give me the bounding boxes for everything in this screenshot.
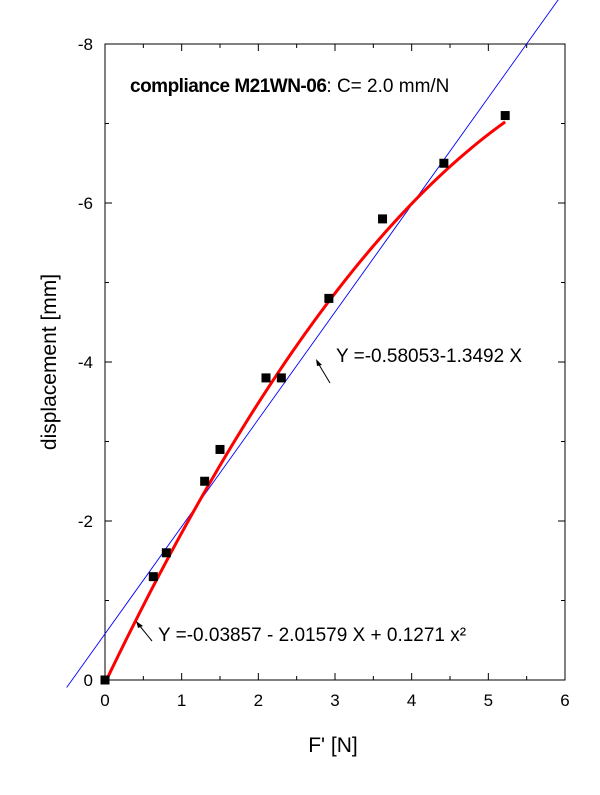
quadratic-fit-curve bbox=[103, 120, 507, 684]
x-tick-label: 4 bbox=[407, 691, 416, 710]
data-point bbox=[215, 444, 225, 454]
data-point bbox=[200, 476, 210, 486]
quadratic-fit-arrow bbox=[138, 624, 153, 642]
axes: 0 1 2 3 4 5 6 0 -2 -4 -6 -8 bbox=[78, 35, 570, 710]
data-point bbox=[261, 373, 271, 383]
data-point bbox=[439, 158, 449, 168]
linear-fit-arrowhead bbox=[316, 359, 322, 366]
chart-title-rest: : C= 2.0 mm/N bbox=[326, 76, 449, 97]
y-tick-label: -4 bbox=[78, 353, 93, 372]
x-axis-label: F' [N] bbox=[308, 734, 358, 757]
fit-lines bbox=[66, 0, 559, 688]
y-tick-label: -8 bbox=[78, 35, 93, 54]
linear-fit-line bbox=[66, 0, 559, 688]
x-tick-label: 0 bbox=[100, 691, 109, 710]
y-axis-label: displacement [mm] bbox=[38, 274, 61, 450]
data-points bbox=[100, 111, 510, 685]
x-tick-label: 2 bbox=[254, 691, 263, 710]
data-point bbox=[500, 111, 510, 121]
y-tick-label: -2 bbox=[78, 512, 93, 531]
linear-fit-arrow bbox=[317, 362, 331, 384]
chart-title-bold: compliance M21WN-06 bbox=[130, 76, 326, 97]
data-point bbox=[100, 675, 110, 685]
chart-title: compliance M21WN-06: C= 2.0 mm/N bbox=[130, 76, 449, 97]
y-tick-label: -6 bbox=[78, 194, 93, 213]
x-tick-label: 5 bbox=[484, 691, 493, 710]
y-tick-label: 0 bbox=[84, 671, 93, 690]
x-tick-label: 1 bbox=[177, 691, 186, 710]
x-tick-label: 3 bbox=[330, 691, 339, 710]
data-point bbox=[276, 373, 286, 383]
linear-fit-label: Y =-0.58053-1.3492 X bbox=[336, 346, 522, 367]
quadratic-fit-label: Y =-0.03857 - 2.01579 X + 0.1271 x² bbox=[158, 625, 466, 646]
data-point bbox=[324, 293, 334, 303]
data-point bbox=[378, 214, 388, 224]
data-point bbox=[148, 572, 158, 582]
x-tick-label: 6 bbox=[560, 691, 569, 710]
data-point bbox=[161, 548, 171, 558]
quadratic-fit-arrowhead bbox=[136, 621, 143, 628]
